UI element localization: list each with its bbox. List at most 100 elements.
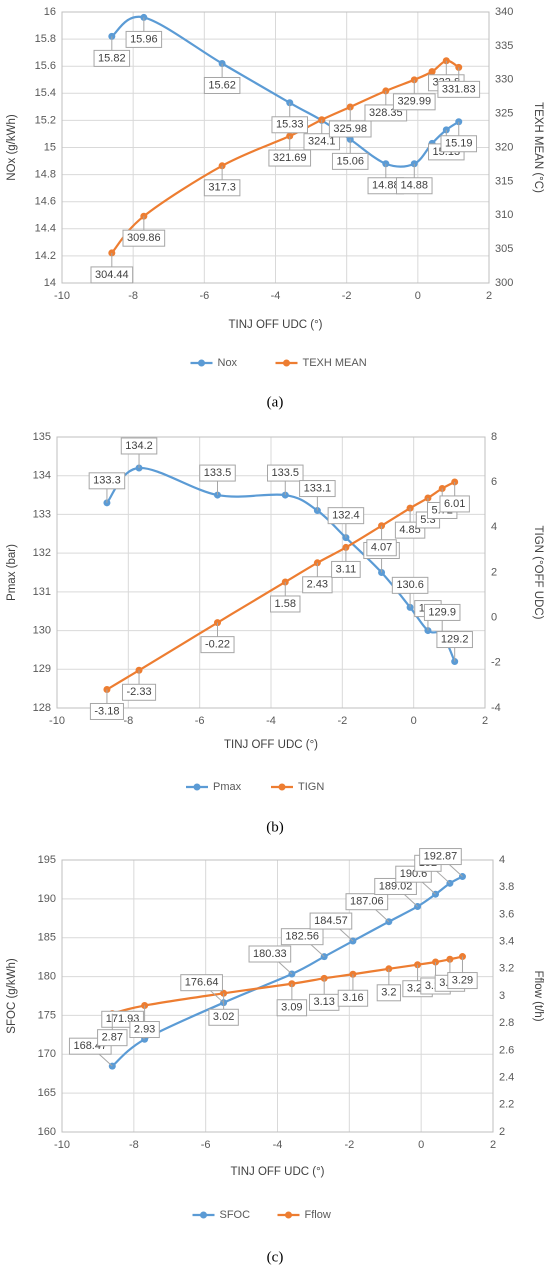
label-box: [90, 266, 134, 284]
value-label: 3.11: [336, 563, 357, 575]
value-label: 4.07: [371, 542, 392, 554]
value-label: 14.88: [372, 180, 400, 192]
value-label: 129.9: [428, 606, 456, 618]
data-label: 182.56: [280, 928, 325, 958]
data-label: 129.9: [423, 603, 461, 635]
data-label: -0.22: [200, 622, 235, 654]
caption: (c): [267, 1249, 284, 1265]
y2-tick-label: 325: [495, 108, 513, 120]
plot-border: [61, 11, 490, 284]
value-label: 324.1: [308, 136, 336, 148]
value-label: 15.33: [276, 119, 304, 131]
x-tick-label: -6: [201, 1139, 211, 1151]
plot-border: [61, 859, 494, 1133]
label-box: [122, 229, 166, 247]
point-marker: [428, 68, 436, 76]
x-tick-label: -10: [49, 715, 65, 727]
y-tick-label: 14.6: [35, 196, 56, 208]
data-label: 4.07: [366, 525, 397, 557]
y-tick-label: 15.6: [35, 60, 56, 72]
label-box: [200, 636, 235, 654]
label-box: [208, 1008, 239, 1026]
value-label: 15.06: [336, 155, 364, 167]
y2-tick-label: 6: [491, 476, 497, 488]
label-box: [327, 507, 365, 525]
x-tick-label: 0: [415, 290, 421, 302]
x-tick-label: -6: [195, 715, 205, 727]
data-label: 324.1: [303, 119, 341, 151]
value-label: 331.83: [442, 83, 476, 95]
value-label: 2.43: [307, 579, 328, 591]
y2-tick-label: -4: [491, 702, 501, 714]
value-label: 176.64: [185, 977, 219, 989]
data-label: 133.5: [199, 464, 236, 496]
legend-marker: [283, 359, 290, 367]
y-tick-label: 128: [33, 702, 51, 714]
value-label: 129.2: [441, 633, 469, 645]
legend-marker: [198, 359, 205, 367]
x-axis-title: TINJ OFF UDC (°): [224, 739, 318, 751]
data-label: 325.98: [328, 106, 372, 138]
data-label: 133.1: [299, 480, 336, 511]
legend-marker: [285, 1211, 292, 1219]
y-tick-label: 14.4: [35, 223, 56, 235]
y2-tick-label: 330: [495, 74, 513, 86]
label-box: [125, 30, 163, 48]
y-tick-label: 15.2: [35, 114, 56, 126]
label-box: [267, 464, 304, 482]
value-label: -3.18: [94, 705, 119, 717]
y-tick-label: 132: [33, 547, 51, 559]
y-tick-label: 134: [33, 470, 51, 482]
label-box: [391, 576, 429, 594]
y2-tick-label: 2.6: [499, 1044, 514, 1056]
label-box: [331, 152, 369, 170]
legend-label: Fflow: [305, 1209, 331, 1221]
x-tick-label: -10: [54, 290, 70, 302]
x-tick-label: -4: [273, 1139, 283, 1151]
data-label: 190.6: [395, 865, 436, 895]
y-tick-label: 15.4: [35, 87, 56, 99]
legend-label: SFOC: [220, 1209, 251, 1221]
label-box: [120, 437, 158, 455]
value-label: 3.13: [313, 996, 334, 1008]
y-tick-label: 165: [38, 1087, 56, 1099]
data-label: 14.88: [367, 163, 405, 195]
y-tick-label: 15: [44, 141, 56, 153]
value-label: 3.29: [452, 974, 473, 986]
data-label: 331.83: [437, 67, 481, 98]
data-label: 2.87: [97, 1013, 128, 1047]
x-tick-label: -4: [271, 290, 281, 302]
y2-tick-label: 340: [495, 6, 513, 18]
y2-axis-title: Fflow (t/h): [532, 970, 544, 1021]
y2-axis-title: TIGN (°OFF UDC): [532, 525, 544, 619]
x-axis-title: TINJ OFF UDC (°): [230, 1166, 324, 1178]
y-tick-label: 133: [33, 508, 51, 520]
label-box: [203, 76, 241, 94]
x-axis-title: TINJ OFF UDC (°): [228, 319, 322, 331]
data-label: 129.2: [436, 631, 473, 662]
y-tick-label: 14.2: [35, 250, 56, 262]
y2-tick-label: 320: [495, 141, 513, 153]
data-label: 3.09: [276, 983, 308, 1017]
legend-label: Pmax: [213, 781, 242, 793]
data-label: 3.02: [208, 993, 239, 1026]
y-tick-label: 195: [38, 854, 56, 866]
x-tick-label: -4: [266, 715, 276, 727]
x-tick-label: -6: [199, 290, 209, 302]
y-tick-label: 131: [33, 586, 51, 598]
data-label: 176.64: [180, 974, 224, 1004]
data-label: 134.2: [120, 437, 158, 468]
y-tick-label: 135: [33, 431, 51, 443]
value-label: 133.1: [304, 482, 332, 494]
label-box: [199, 464, 236, 482]
data-label: 321.69: [268, 136, 312, 167]
value-label: 189.02: [379, 880, 413, 892]
value-label: 325.98: [333, 123, 367, 135]
plot-border: [56, 436, 486, 709]
label-box: [423, 603, 461, 621]
y2-tick-label: 2.8: [499, 1017, 514, 1029]
data-label: 329.99: [392, 79, 436, 111]
x-tick-label: 0: [411, 715, 417, 727]
label-box: [436, 631, 473, 649]
value-label: 134.2: [125, 440, 153, 452]
